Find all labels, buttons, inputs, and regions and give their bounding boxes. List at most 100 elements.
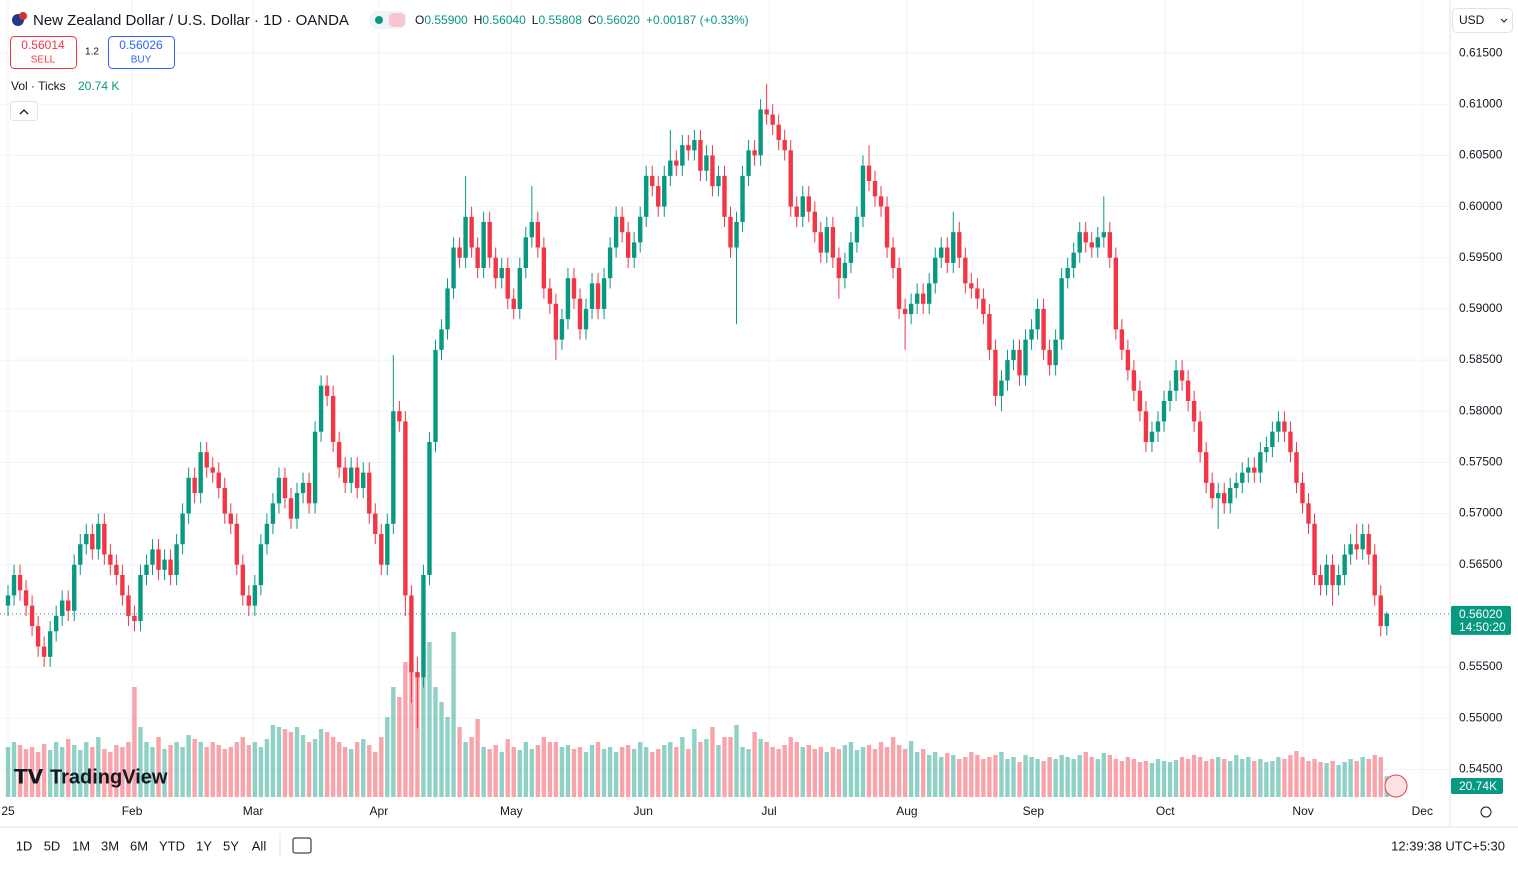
range-button[interactable]: 3M bbox=[101, 838, 119, 853]
volume-bar bbox=[1360, 757, 1365, 797]
volume-bar bbox=[505, 739, 510, 797]
candle-body bbox=[818, 232, 824, 253]
range-button[interactable]: 1Y bbox=[196, 838, 212, 853]
candle-body bbox=[198, 452, 203, 494]
axes: 0.545000.550000.555000.560000.565000.570… bbox=[0, 45, 1511, 818]
volume-bar bbox=[1125, 757, 1131, 797]
logo: TradingView bbox=[50, 766, 168, 788]
candle-body bbox=[276, 477, 282, 504]
candle-body bbox=[114, 564, 119, 575]
volume-bar bbox=[957, 759, 962, 797]
volume-bar bbox=[1023, 755, 1028, 797]
volume-bar bbox=[150, 747, 155, 797]
candle-body bbox=[391, 411, 396, 524]
candle-body bbox=[421, 574, 426, 678]
events-icon[interactable] bbox=[1384, 774, 1408, 798]
volume-bar bbox=[619, 747, 625, 797]
volume-bar bbox=[1276, 757, 1281, 797]
candle-body bbox=[987, 314, 992, 350]
volume-bar bbox=[451, 632, 456, 797]
candle-body bbox=[601, 278, 607, 309]
countdown: 14:50:20 bbox=[1459, 620, 1506, 634]
range-button[interactable]: 1D bbox=[16, 838, 33, 853]
candle-body bbox=[1366, 534, 1371, 555]
volume-bar bbox=[1149, 763, 1155, 797]
candle-body bbox=[650, 175, 655, 187]
volume-bar bbox=[1035, 759, 1040, 797]
change: +0.00187 (+0.33%) bbox=[646, 13, 749, 27]
candle-body bbox=[90, 534, 95, 550]
volume-bar bbox=[499, 752, 504, 797]
candle-body bbox=[920, 293, 926, 304]
range-button[interactable]: YTD bbox=[159, 838, 185, 853]
volume-bar bbox=[1366, 759, 1371, 797]
collapse-icon bbox=[19, 109, 29, 115]
range-button[interactable]: 6M bbox=[130, 838, 148, 853]
volume-bar bbox=[11, 742, 17, 797]
spread: 1.2 bbox=[85, 47, 99, 58]
candle-body bbox=[782, 140, 787, 151]
sell-button[interactable] bbox=[10, 36, 77, 69]
candle-body bbox=[902, 308, 908, 315]
volume-bar bbox=[1330, 761, 1335, 797]
collapse-button[interactable] bbox=[10, 101, 38, 121]
currency-select[interactable] bbox=[1452, 8, 1513, 33]
settings-icon[interactable] bbox=[1480, 806, 1492, 818]
volume-bar bbox=[258, 747, 264, 797]
volume-bar bbox=[1222, 759, 1227, 797]
volume-bar bbox=[656, 749, 661, 797]
candle-body bbox=[1246, 467, 1251, 473]
candle-body bbox=[740, 175, 745, 222]
range-button[interactable]: 1M bbox=[72, 838, 90, 853]
candle-body bbox=[210, 467, 215, 473]
candle-body bbox=[565, 278, 571, 320]
candle-body bbox=[168, 559, 173, 575]
volume-bar bbox=[5, 747, 11, 797]
candle-body bbox=[258, 544, 264, 586]
volume-bar bbox=[1240, 759, 1245, 797]
x-tick-label: Apr bbox=[370, 804, 389, 818]
volume-bar bbox=[716, 745, 721, 797]
volume-bar bbox=[1342, 762, 1347, 797]
x-tick-label: Jul bbox=[761, 804, 776, 818]
volume-bar bbox=[481, 747, 486, 797]
volume-bar bbox=[559, 747, 565, 797]
candle-body bbox=[1294, 452, 1299, 483]
candle-body bbox=[848, 242, 854, 263]
volume-bar bbox=[1017, 762, 1022, 797]
volume-bar bbox=[1065, 757, 1070, 797]
candle-body bbox=[385, 523, 390, 565]
sell-price: 0.56014 bbox=[21, 38, 65, 52]
buy-button[interactable] bbox=[108, 36, 175, 69]
candle-body bbox=[999, 380, 1004, 396]
volume-bar bbox=[511, 747, 516, 797]
candle-body bbox=[993, 349, 998, 396]
volume-bar bbox=[1282, 759, 1287, 797]
candle-body bbox=[59, 600, 65, 616]
volume-bar bbox=[1107, 755, 1113, 797]
candle-body bbox=[710, 155, 715, 187]
candle-body bbox=[607, 247, 613, 279]
volume-bar bbox=[1131, 759, 1137, 797]
candle-body bbox=[72, 564, 77, 611]
candle-body bbox=[264, 523, 270, 545]
range-button[interactable]: 5Y bbox=[223, 838, 239, 853]
range-button[interactable]: 5D bbox=[44, 838, 61, 853]
date-range-icon[interactable] bbox=[292, 837, 312, 854]
candle-body bbox=[860, 165, 866, 217]
range-button[interactable]: All bbox=[252, 838, 267, 853]
volume-bar bbox=[872, 749, 878, 797]
symbol-title[interactable]: New Zealand Dollar / U.S. Dollar · 1D · … bbox=[33, 12, 349, 29]
volume-bar bbox=[102, 749, 107, 797]
candle-body bbox=[939, 247, 944, 258]
volume-bar bbox=[1378, 757, 1383, 797]
candle-body bbox=[120, 574, 125, 596]
volume-bar bbox=[758, 739, 763, 797]
volume-bar bbox=[896, 745, 902, 797]
candle-body bbox=[1282, 421, 1287, 432]
candle-body bbox=[1312, 523, 1317, 575]
x-tick-label: May bbox=[500, 804, 523, 818]
volume-bar bbox=[595, 742, 601, 797]
volume-bar bbox=[686, 749, 691, 797]
volume-bar bbox=[355, 742, 360, 797]
